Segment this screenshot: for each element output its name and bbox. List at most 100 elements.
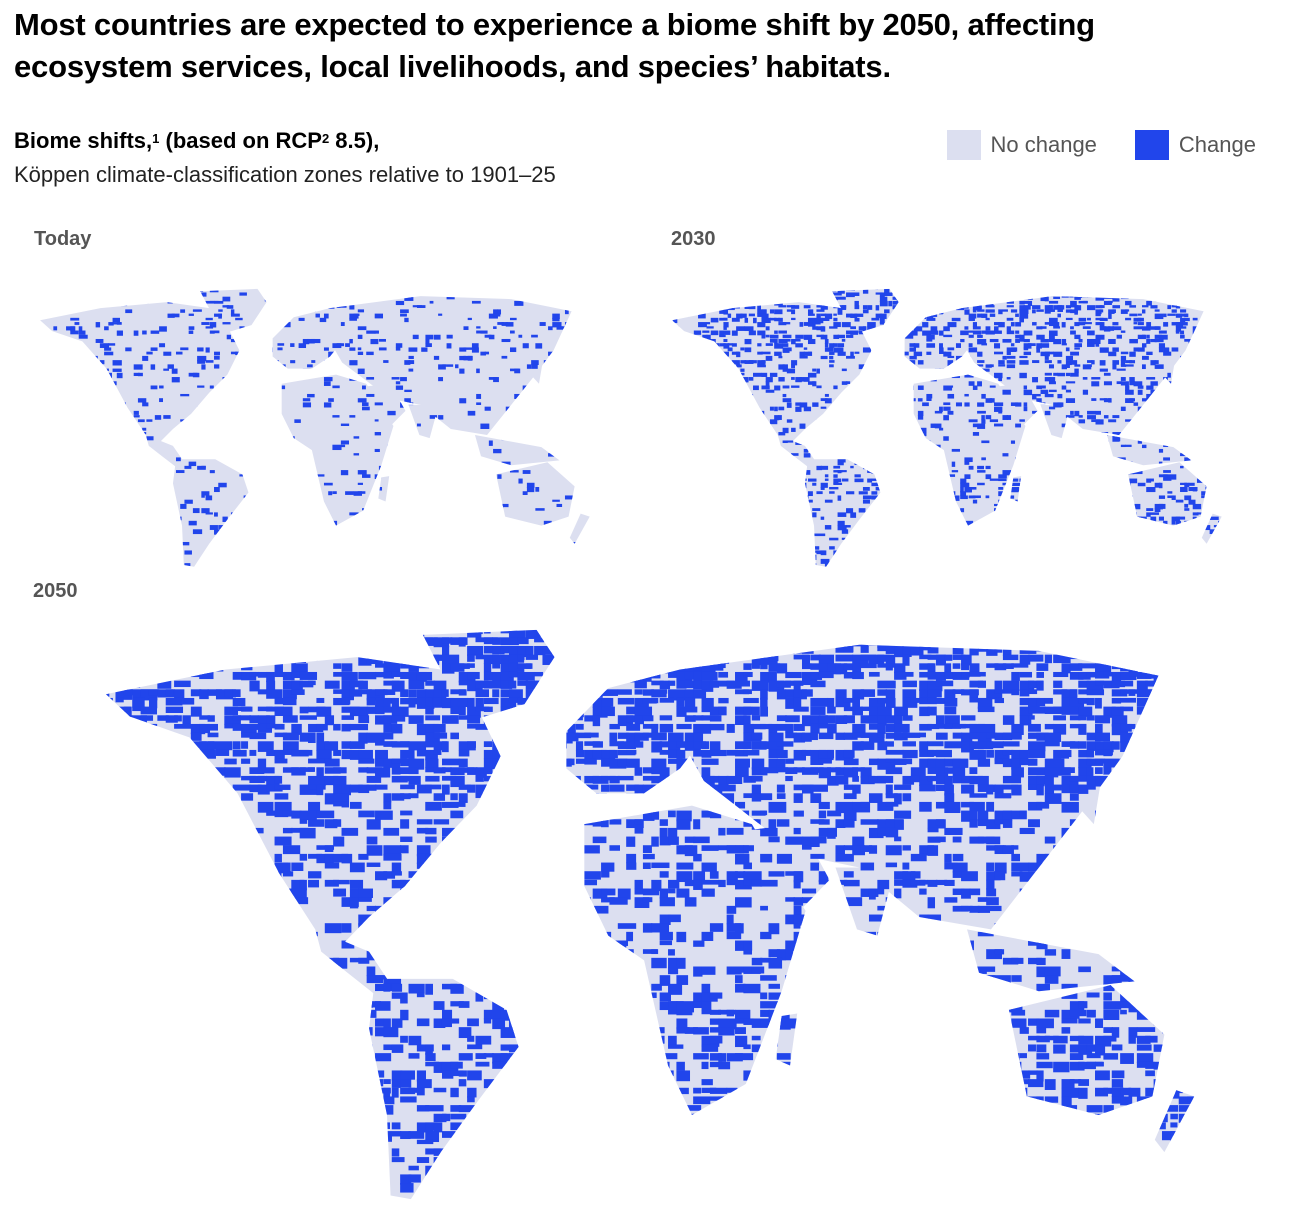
change-cell xyxy=(408,680,425,690)
change-cell xyxy=(782,343,789,347)
change-cell xyxy=(801,680,815,686)
change-cell xyxy=(778,495,788,499)
change-cell xyxy=(1044,654,1053,664)
change-cell xyxy=(1235,428,1240,433)
change-cell xyxy=(1256,360,1264,365)
change-cell xyxy=(358,767,369,773)
change-cell xyxy=(467,697,475,708)
change-cell xyxy=(786,546,794,549)
change-cell xyxy=(810,706,826,715)
change-cell xyxy=(843,784,853,790)
change-cell xyxy=(1146,554,1151,558)
change-cell xyxy=(969,749,986,760)
change-cell xyxy=(672,317,678,324)
change-cell xyxy=(302,482,311,486)
change-cell xyxy=(123,671,139,678)
change-cell xyxy=(1145,749,1153,760)
change-cell xyxy=(862,427,870,431)
change-cell xyxy=(1235,390,1239,392)
change-cell xyxy=(782,322,791,325)
change-cell xyxy=(927,689,942,698)
change-cell xyxy=(1120,360,1126,366)
change-cell xyxy=(40,398,50,403)
change-cell xyxy=(748,410,757,414)
change-cell xyxy=(989,478,999,481)
change-cell xyxy=(964,326,969,330)
change-cell xyxy=(1231,457,1237,460)
change-cell xyxy=(748,377,754,381)
change-cell xyxy=(1175,300,1183,307)
change-cell xyxy=(1141,436,1147,441)
change-cell xyxy=(1163,322,1169,327)
change-cell xyxy=(659,697,675,703)
change-cell xyxy=(681,288,687,293)
change-cell xyxy=(1163,529,1172,532)
change-cell xyxy=(672,334,673,341)
change-cell xyxy=(433,689,447,700)
change-cell xyxy=(1027,470,1034,474)
change-cell xyxy=(1213,300,1221,306)
change-cell xyxy=(1040,385,1046,389)
change-cell xyxy=(123,680,139,686)
change-cell xyxy=(706,334,711,340)
change-cell xyxy=(455,364,459,369)
change-cell xyxy=(358,784,370,794)
change-cell xyxy=(475,629,483,635)
change-cell xyxy=(282,767,299,773)
change-cell xyxy=(222,448,229,455)
change-cell xyxy=(617,715,634,727)
change-cell xyxy=(651,629,669,632)
change-cell xyxy=(672,465,682,470)
change-cell xyxy=(939,292,946,297)
change-cell xyxy=(896,292,906,298)
change-cell xyxy=(753,567,759,572)
change-cell xyxy=(366,732,385,743)
change-cell xyxy=(693,732,704,743)
change-cell xyxy=(765,563,772,567)
change-cell xyxy=(985,415,992,420)
change-cell xyxy=(1087,410,1096,415)
change-cell xyxy=(239,330,248,334)
change-cell xyxy=(1163,567,1168,570)
change-cell xyxy=(458,689,467,696)
change-cell xyxy=(943,495,952,500)
change-cell xyxy=(132,767,144,772)
change-cell xyxy=(1167,415,1176,420)
change-cell xyxy=(525,697,538,709)
change-cell xyxy=(774,338,778,344)
change-cell xyxy=(91,385,101,389)
change-cell xyxy=(467,741,476,748)
change-cell xyxy=(961,775,976,784)
change-cell xyxy=(1158,415,1164,420)
change-cell xyxy=(1158,482,1163,489)
change-cell xyxy=(282,741,299,751)
change-cell xyxy=(416,784,432,794)
change-cell xyxy=(142,572,150,576)
change-cell xyxy=(837,478,842,483)
change-cell xyxy=(1178,629,1186,638)
change-cell xyxy=(1053,372,1059,376)
change-cell xyxy=(291,680,303,690)
change-cell xyxy=(476,330,484,334)
change-cell xyxy=(1260,394,1268,397)
change-cell xyxy=(157,620,171,630)
change-cell xyxy=(349,313,359,319)
change-cell xyxy=(995,620,1003,625)
change-cell xyxy=(791,470,797,475)
change-cell xyxy=(660,407,667,409)
change-cell xyxy=(197,288,204,292)
change-cell xyxy=(268,360,276,365)
change-cell xyxy=(951,491,956,496)
change-cell xyxy=(214,529,222,535)
change-cell xyxy=(740,347,745,351)
change-cell xyxy=(714,533,723,539)
change-cell xyxy=(917,410,924,416)
change-cell xyxy=(977,360,985,363)
change-cell xyxy=(693,715,704,721)
change-cell xyxy=(1154,525,1164,531)
change-cell xyxy=(1062,572,1070,577)
change-cell xyxy=(776,767,789,773)
change-cell xyxy=(471,300,481,304)
change-cell xyxy=(892,410,901,414)
change-cell xyxy=(501,461,511,466)
